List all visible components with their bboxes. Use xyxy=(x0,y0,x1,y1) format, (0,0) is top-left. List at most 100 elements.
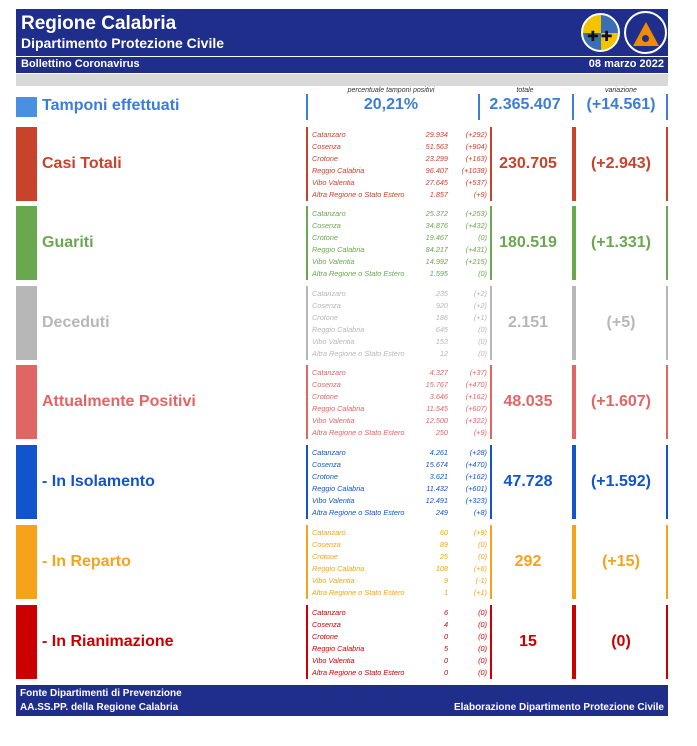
region-name: Vibo Valentia xyxy=(312,576,355,585)
region-delta: (0) xyxy=(478,325,487,334)
region-delta: (+431) xyxy=(465,245,487,254)
region-name: Cosenza xyxy=(312,460,341,469)
region-value: 920 xyxy=(435,301,448,310)
region-name: Vibo Valentia xyxy=(312,416,355,425)
region-delta: (+9) xyxy=(473,428,487,437)
region-name: Cosenza xyxy=(312,142,341,151)
section-label: - In Isolamento xyxy=(42,473,155,490)
region-value: 108 xyxy=(435,564,448,573)
region-value: 34.876 xyxy=(425,221,448,230)
bulletin-date: 08 marzo 2022 xyxy=(588,58,664,70)
region-name: Altra Regione o Stato Estero xyxy=(312,428,405,437)
region-name: Cosenza xyxy=(312,301,341,310)
tamponi-divider xyxy=(572,94,574,120)
pct-column-header: percentuale tamponi positivi xyxy=(347,87,435,94)
section-total: 180.519 xyxy=(484,206,574,280)
region-name: Crotone xyxy=(312,472,338,481)
region-value: 0 xyxy=(443,656,448,665)
region-delta: (+1) xyxy=(473,313,487,322)
region-value: 1.595 xyxy=(429,269,448,278)
region-name: Catanzaro xyxy=(312,289,346,298)
region-name: Reggio Calabria xyxy=(312,484,365,493)
region-value: 15.767 xyxy=(425,380,448,389)
region-name: Vibo Valentia xyxy=(312,656,355,665)
region-delta: (0) xyxy=(478,233,487,242)
region-delta: (0) xyxy=(478,632,487,641)
region-delta: (+9) xyxy=(473,190,487,199)
region-value: 1 xyxy=(443,588,448,597)
region-name: Vibo Valentia xyxy=(312,178,355,187)
region-value: 12.500 xyxy=(425,416,448,425)
section-row-in-reparto: - In Reparto Catanzaro 60 (+9) Cosenza 89 (0) C… xyxy=(16,525,676,599)
region-value: 96.407 xyxy=(425,166,448,175)
region-name: Reggio Calabria xyxy=(312,325,365,334)
region-value: 0 xyxy=(443,668,448,677)
region-name: Cosenza xyxy=(312,620,341,629)
region-breakdown: Catanzaro 235 (+2) Cosenza 920 (+2) Crotone 186… xyxy=(306,286,492,360)
region-delta: (+292) xyxy=(465,130,487,139)
region-name: Altra Regione o Stato Estero xyxy=(312,190,405,199)
region-delta: (+162) xyxy=(465,472,487,481)
region-name: Reggio Calabria xyxy=(312,166,365,175)
region-value: 235 xyxy=(435,289,448,298)
tamponi-swatch xyxy=(16,97,37,117)
section-row-attualmente-positivi: Attualmente Positivi Catanzaro 4.327 (+37) C… xyxy=(16,365,676,439)
tamponi-divider xyxy=(478,94,480,120)
region-breakdown: Catanzaro 4.261 (+28) Cosenza 15.674 (+470) Cr… xyxy=(306,445,492,519)
section-label: Casi Totali xyxy=(42,155,122,172)
region-delta: (+9) xyxy=(473,528,487,537)
region-value: 14.992 xyxy=(425,257,448,266)
region-name: Crotone xyxy=(312,632,338,641)
region-value: 23.299 xyxy=(425,154,448,163)
region-delta: (0) xyxy=(478,552,487,561)
region-delta: (-1) xyxy=(475,576,487,585)
section-variation: (0) xyxy=(574,605,668,679)
region-name: Crotone xyxy=(312,154,338,163)
section-label: Deceduti xyxy=(42,314,110,331)
section-row-in-rianimazione: - In Rianimazione Catanzaro 6 (0) Cosenza 4 (0… xyxy=(16,605,676,679)
region-breakdown: Catanzaro 4.327 (+37) Cosenza 15.767 (+470) Cr… xyxy=(306,365,492,439)
region-value: 5 xyxy=(443,644,448,653)
section-swatch xyxy=(16,445,37,519)
section-swatch xyxy=(16,286,37,360)
region-delta: (0) xyxy=(478,540,487,549)
region-breakdown: Catanzaro 6 (0) Cosenza 4 (0) Crotone 0 (0) Reggi… xyxy=(306,605,492,679)
section-variation: (+1.331) xyxy=(574,206,668,280)
region-value: 153 xyxy=(435,337,448,346)
region-value: 84.217 xyxy=(425,245,448,254)
region-delta: (+537) xyxy=(465,178,487,187)
region-value: 249 xyxy=(435,508,448,517)
region-delta: (+215) xyxy=(465,257,487,266)
region-value: 12 xyxy=(439,349,448,358)
region-value: 12.491 xyxy=(425,496,448,505)
bulletin-bar: Bollettino Coronavirus 08 marzo 2022 xyxy=(16,57,668,73)
region-name: Crotone xyxy=(312,392,338,401)
region-value: 4.327 xyxy=(429,368,448,377)
section-swatch xyxy=(16,365,37,439)
region-delta: (+432) xyxy=(465,221,487,230)
section-total: 230.705 xyxy=(484,127,574,201)
footer-source-line1: Fonte Dipartimenti di Prevenzione xyxy=(20,688,182,699)
region-value: 51.563 xyxy=(425,142,448,151)
divider-strip xyxy=(16,74,668,86)
region-name: Catanzaro xyxy=(312,448,346,457)
region-name: Altra Regione o Stato Estero xyxy=(312,588,405,597)
section-total: 292 xyxy=(484,525,574,599)
region-delta: (+1038) xyxy=(461,166,487,175)
region-name: Cosenza xyxy=(312,380,341,389)
section-swatch xyxy=(16,206,37,280)
region-delta: (+163) xyxy=(465,154,487,163)
region-delta: (+904) xyxy=(465,142,487,151)
region-delta: (+2) xyxy=(473,289,487,298)
region-delta: (0) xyxy=(478,668,487,677)
section-label: - In Reparto xyxy=(42,553,131,570)
region-value: 60 xyxy=(439,528,448,537)
region-name: Altra Regione o Stato Estero xyxy=(312,668,405,677)
region-delta: (+607) xyxy=(465,404,487,413)
section-swatch xyxy=(16,127,37,201)
tamponi-divider xyxy=(306,94,308,120)
region-name: Cosenza xyxy=(312,221,341,230)
region-value: 3.646 xyxy=(429,392,448,401)
calabria-coat-of-arms-icon: ✚✚ xyxy=(581,13,620,52)
region-delta: (0) xyxy=(478,620,487,629)
